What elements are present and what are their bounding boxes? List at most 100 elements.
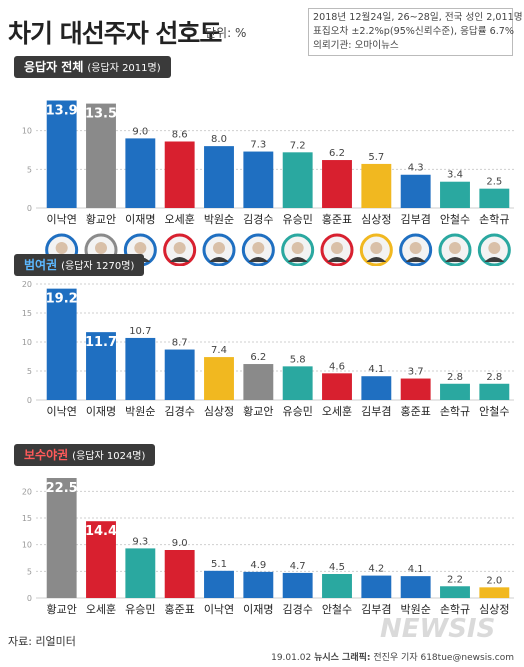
category-label: 안철수 [440, 213, 470, 226]
bar [282, 572, 313, 598]
portrait-face-icon [291, 242, 304, 254]
category-label: 안철수 [322, 603, 352, 616]
category-label: 김경수 [243, 213, 273, 226]
category-label: 유승민 [282, 213, 312, 226]
y-tick-label: 0 [27, 594, 32, 603]
y-tick-label: 0 [27, 204, 32, 213]
bar [204, 570, 234, 598]
portrait-face-icon [213, 242, 225, 254]
bar-value-label: 3.4 [447, 170, 463, 181]
bar-value-label: 9.0 [132, 126, 148, 137]
y-tick-label: 5 [27, 367, 32, 376]
y-tick-label: 10 [22, 338, 32, 347]
bar [46, 288, 77, 400]
bar-value-label: 6.2 [329, 148, 345, 159]
portrait-face-icon [331, 242, 343, 254]
y-tick-label: 10 [22, 127, 32, 136]
bar [400, 576, 431, 598]
bar-value-label: 10.7 [129, 326, 151, 337]
category-label: 황교안 [86, 213, 116, 226]
bar-value-label: 2.2 [447, 574, 463, 585]
footer-credit: 19.01.02 뉴시스 그래픽: 전진우 기자 618tue@newsis.c… [271, 650, 514, 663]
panel-subtitle: (응답자 2011명) [87, 63, 161, 74]
category-label: 황교안 [46, 603, 76, 616]
portrait-face-icon [370, 242, 383, 254]
category-label: 손학규 [440, 405, 470, 418]
panel-overall: 응답자 전체 (응답자 2011명) 0 5 10 13.9 이낙연 13.5 황교안 9.0 이… [6, 56, 518, 266]
bar [479, 188, 510, 208]
portrait-face-icon [252, 242, 265, 254]
portrait-body-icon [169, 257, 190, 262]
bar [479, 587, 510, 598]
category-label: 김경수 [164, 405, 194, 418]
bar-value-label: 7.3 [250, 140, 266, 151]
bar-value-label: 8.0 [211, 134, 227, 145]
bar-value-label: 4.9 [250, 560, 266, 571]
bar [282, 152, 313, 208]
category-label: 이재명 [243, 603, 273, 616]
bar-value-label: 2.8 [486, 372, 502, 383]
bar [164, 349, 195, 400]
bar-value-label: 5.1 [211, 559, 227, 570]
panel-subtitle: (응답자 1024명) [72, 451, 146, 462]
panel-header: 범여권 (응답자 1270명) [14, 254, 145, 276]
portrait-body-icon [445, 257, 465, 262]
bar-value-label: 2.0 [486, 575, 502, 586]
category-label: 오세훈 [322, 405, 352, 418]
category-label: 김부겸 [400, 213, 430, 226]
source-note: 자료: 리얼미터 [8, 635, 76, 648]
portrait-face-icon [449, 242, 461, 254]
y-tick-label: 0 [27, 396, 32, 405]
category-label: 이재명 [86, 405, 116, 418]
y-tick-label: 20 [22, 280, 32, 289]
portrait-body-icon [248, 257, 269, 262]
bar [164, 141, 195, 208]
panel-conservative: 보수야권 (응답자 1024명) 0 5 10 15 20 22.5 황교안 14.4 오세훈 9.… [6, 444, 518, 630]
y-tick-label: 15 [22, 309, 32, 318]
bar [440, 181, 470, 208]
category-label: 김경수 [282, 603, 312, 616]
category-label: 심상정 [204, 405, 234, 418]
category-label: 오세훈 [86, 603, 116, 616]
bar [46, 478, 77, 598]
bar [322, 373, 352, 400]
category-label: 홍준표 [164, 602, 194, 616]
y-tick-label: 5 [27, 165, 32, 174]
bar-value-label: 4.6 [329, 361, 345, 372]
bar-value-label: 4.5 [329, 562, 345, 573]
bar [322, 574, 352, 598]
survey-info-line: 의뢰기관: 오마이뉴스 [313, 40, 399, 51]
bar [400, 174, 431, 208]
bar [282, 366, 313, 400]
bar [243, 151, 274, 208]
bar [125, 337, 156, 400]
portrait-body-icon [287, 257, 308, 262]
panel-title: 범여권 [24, 258, 58, 272]
portrait-face-icon [409, 242, 422, 254]
portrait-body-icon [484, 257, 505, 262]
bar-value-label: 8.7 [172, 338, 188, 349]
y-tick-label: 15 [22, 514, 32, 523]
bar [86, 103, 116, 208]
footer-date: 19.01.02 [271, 653, 312, 663]
bar-value-label: 5.8 [290, 354, 306, 365]
bar-value-label: 5.7 [368, 152, 384, 163]
bar-value-label: 4.2 [368, 564, 384, 575]
panel-ruling: 범여권 (응답자 1270명) 0 5 10 15 20 19.2 이낙연 11.7 이재명 10.… [6, 254, 518, 434]
portrait-face-icon [134, 242, 147, 254]
category-label: 심상정 [361, 213, 391, 226]
category-label: 손학규 [479, 213, 509, 226]
bar [361, 376, 392, 400]
bar [322, 160, 352, 208]
category-label: 김부겸 [361, 405, 391, 418]
panel-subtitle: (응답자 1270명) [61, 261, 135, 272]
bar [204, 357, 234, 400]
bar [86, 332, 116, 400]
bar [361, 575, 392, 598]
portrait-face-icon [55, 242, 68, 254]
watermark-logo: NEWSIS [380, 614, 496, 644]
portrait-face-icon [173, 242, 186, 254]
bar-value-label: 2.8 [447, 372, 463, 383]
panel-title: 보수야권 [24, 448, 69, 462]
bar-value-label: 3.7 [408, 367, 424, 378]
